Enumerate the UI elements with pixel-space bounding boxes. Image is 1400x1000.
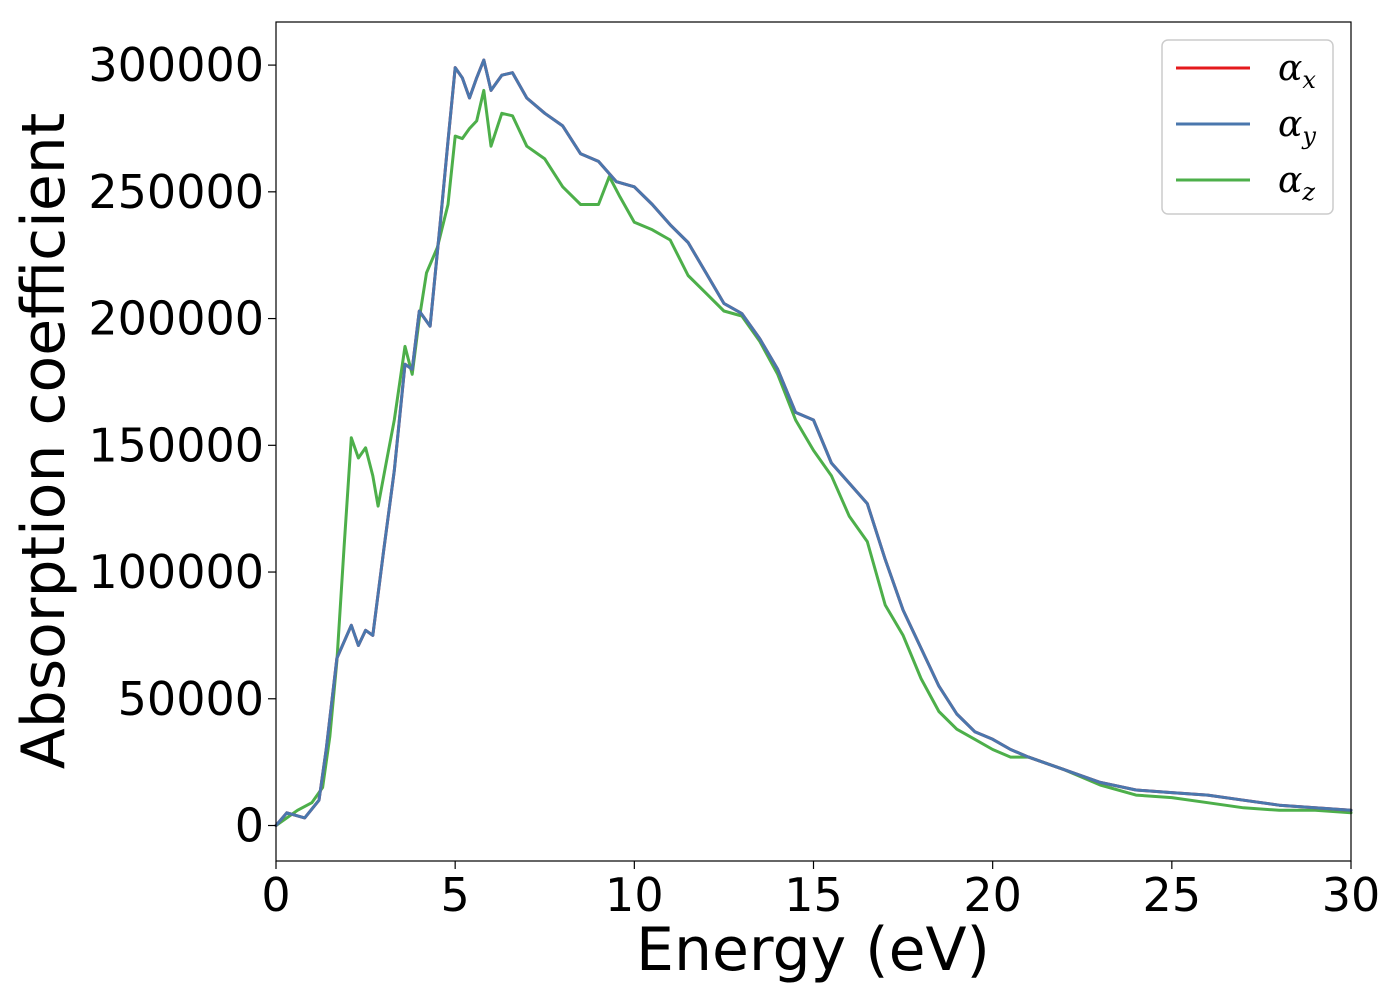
x-tick-label: 5 — [441, 868, 470, 922]
series-line-z — [274, 88, 1353, 827]
x-tick-label: 0 — [261, 868, 290, 922]
legend-label-x: αx — [1278, 48, 1316, 94]
x-tick-label: 20 — [963, 868, 1022, 922]
y-tick-label: 250000 — [88, 165, 264, 219]
y-tick-label: 150000 — [88, 418, 264, 472]
x-ticks: 0 5 10 15 20 25 30 — [261, 861, 1380, 922]
legend-label-z: αz — [1278, 160, 1315, 206]
y-tick-label: 100000 — [88, 545, 264, 599]
x-tick-label: 30 — [1322, 868, 1381, 922]
y-tick-label: 0 — [235, 799, 264, 853]
legend-label-y: αy — [1278, 104, 1316, 150]
y-tick-label: 50000 — [118, 672, 264, 726]
y-axis-label: Absorption coefficient — [9, 113, 79, 770]
y-tick-label: 300000 — [88, 38, 264, 92]
x-axis-label: Energy (eV) — [636, 915, 990, 985]
series-line-y — [274, 58, 1353, 827]
y-tick-label: 200000 — [88, 292, 264, 346]
x-tick-label: 10 — [605, 868, 664, 922]
x-tick-label: 25 — [1143, 868, 1202, 922]
legend: αx αy αz — [1161, 39, 1334, 215]
series-layer — [274, 58, 1353, 827]
y-ticks: 0 50000 100000 150000 200000 250000 300000 — [88, 38, 276, 853]
x-tick-label: 15 — [784, 868, 843, 922]
legend-frame — [1161, 39, 1334, 215]
